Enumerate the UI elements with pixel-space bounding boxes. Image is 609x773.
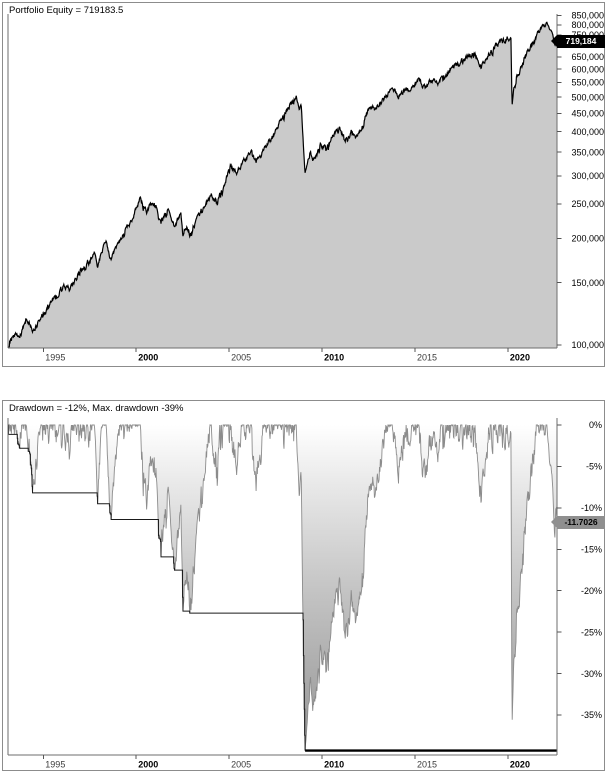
equity-title: Portfolio Equity = 719183.5 — [9, 5, 124, 16]
drawdown-series — [8, 423, 557, 751]
x-tick-label: 1995 — [45, 353, 65, 363]
drawdown-line — [8, 423, 557, 751]
x-tick-label: 2015 — [417, 760, 437, 770]
x-tick-label: 2010 — [324, 353, 344, 363]
y-tick-label: 200,000 — [571, 233, 604, 243]
x-tick-label: 2005 — [231, 353, 251, 363]
drawdown-value-badge: -11.7026 — [551, 516, 605, 529]
y-tick-label: 400,000 — [571, 127, 604, 137]
y-tick-label: 650,000 — [571, 52, 604, 62]
y-tick-label: -20% — [581, 586, 602, 596]
y-tick-label: -35% — [581, 710, 602, 720]
x-tick-label: 2020 — [510, 353, 530, 363]
y-tick-label: 800,000 — [571, 20, 604, 30]
y-tick-label: 550,000 — [571, 78, 604, 88]
y-tick-label: -25% — [581, 627, 602, 637]
y-tick-label: 150,000 — [571, 278, 604, 288]
x-tick-label: 2020 — [510, 760, 530, 770]
y-tick-label: 350,000 — [571, 147, 604, 157]
equity-series — [8, 21, 557, 348]
equity-line — [8, 21, 557, 348]
x-tick-label: 2010 — [324, 760, 344, 770]
y-tick-label: -5% — [586, 462, 602, 472]
drawdown-axes: 0% -5% -10% -15% -20% -25% -30% -35% 1995 2000 200… — [7, 418, 602, 770]
y-tick-label: 500,000 — [571, 92, 604, 102]
y-tick-label: 750,000 — [571, 30, 604, 40]
y-tick-label: 250,000 — [571, 199, 604, 209]
x-tick-label: 2000 — [138, 353, 158, 363]
y-tick-label: 450,000 — [571, 109, 604, 119]
x-tick-label: 2000 — [138, 760, 158, 770]
y-tick-label: -10% — [581, 503, 602, 513]
equity-area — [8, 22, 557, 348]
x-tick-label: 2005 — [231, 760, 251, 770]
y-tick-label: 600,000 — [571, 64, 604, 74]
x-tick-label: 1995 — [45, 760, 65, 770]
y-tick-label: 100,000 — [571, 340, 604, 350]
max-drawdown-staircase — [8, 424, 557, 752]
equity-value-badge: 719,184 — [551, 35, 605, 48]
y-tick-label: 850,000 — [571, 11, 604, 21]
drawdown-title: Drawdown = -12%, Max. drawdown -39% — [9, 403, 184, 414]
y-tick-label: 300,000 — [571, 171, 604, 181]
y-tick-label: -15% — [581, 544, 602, 554]
drawdown-area — [8, 425, 557, 751]
x-tick-label: 2015 — [417, 353, 437, 363]
running-max-drawdown-line — [8, 424, 306, 751]
y-tick-label: -30% — [581, 669, 602, 679]
y-tick-label: 0% — [589, 420, 602, 430]
